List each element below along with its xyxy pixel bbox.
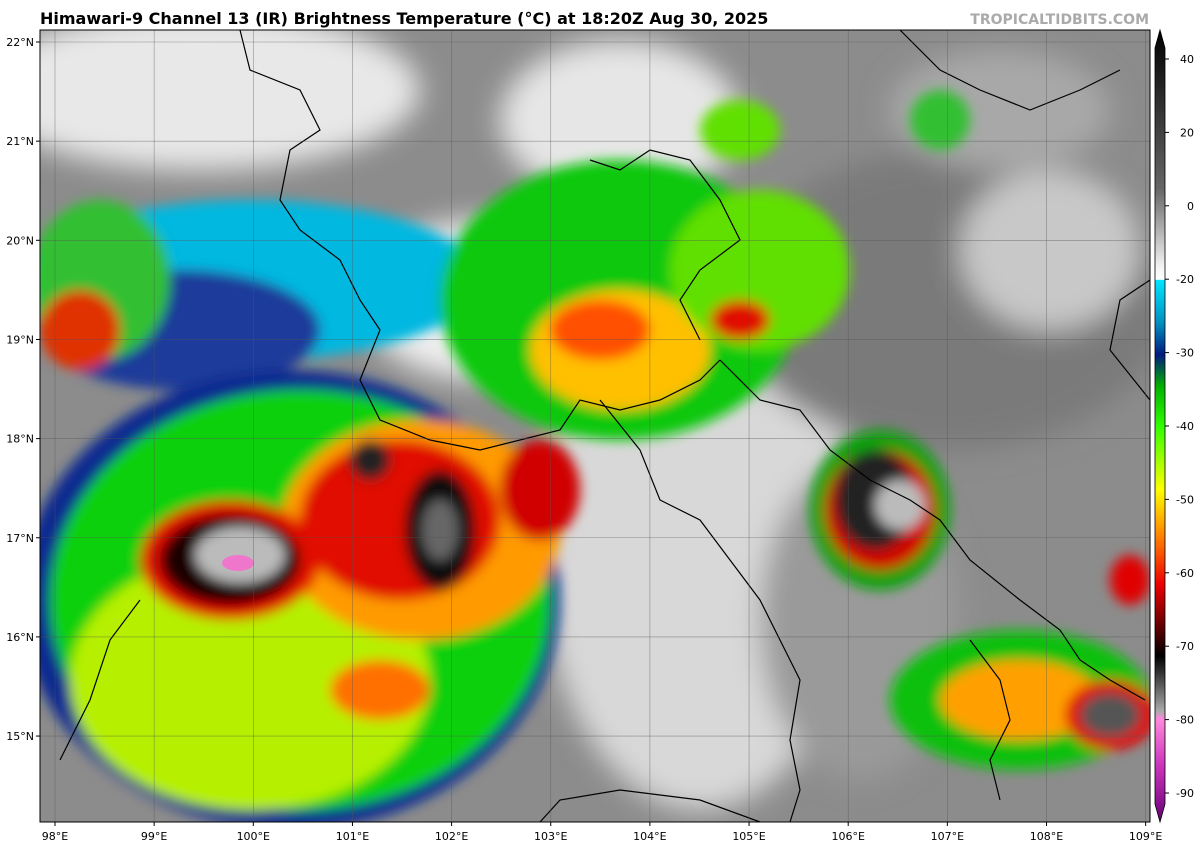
lon-label: 102°E [435, 830, 468, 843]
lat-label: 17°N [6, 532, 34, 545]
colorbar-label: -40 [1176, 420, 1194, 433]
lon-label: 101°E [336, 830, 369, 843]
title: Himawari-9 Channel 13 (IR) Brightness Te… [40, 9, 768, 28]
colorbar-label: -50 [1176, 493, 1194, 506]
lon-label: 107°E [931, 830, 964, 843]
lon-label: 109°E [1129, 830, 1162, 843]
lat-label: 21°N [6, 135, 34, 148]
colorbar-label: -20 [1176, 273, 1194, 286]
colorbar-label: -80 [1176, 714, 1194, 727]
lon-label: 104°E [633, 830, 666, 843]
lat-label: 15°N [6, 730, 34, 743]
credit: TROPICALTIDBITS.COM [970, 12, 1149, 28]
colorbar-label: -60 [1176, 567, 1194, 580]
lat-label: 18°N [6, 433, 34, 446]
colorbar-label: 0 [1187, 200, 1194, 213]
lon-label: 98°E [42, 830, 68, 843]
lat-label: 22°N [6, 36, 34, 49]
lat-label: 19°N [6, 333, 34, 346]
colorbar [1154, 28, 1166, 824]
colorbar-label: -70 [1176, 640, 1194, 653]
lon-label: 105°E [732, 830, 765, 843]
lon-label: 103°E [534, 830, 567, 843]
lon-label: 108°E [1030, 830, 1063, 843]
lon-label: 99°E [141, 830, 167, 843]
colorbar-label: -90 [1176, 787, 1194, 800]
colorbar-label: 40 [1180, 53, 1194, 66]
map-frame [39, 29, 1151, 823]
graticule [40, 30, 1150, 822]
colorbar-label: -30 [1176, 347, 1194, 360]
colorbar-label: 20 [1180, 126, 1194, 139]
lon-label: 100°E [237, 830, 270, 843]
satellite-imagery [40, 30, 1150, 822]
lat-label: 20°N [6, 234, 34, 247]
lon-label: 106°E [831, 830, 864, 843]
lat-label: 16°N [6, 631, 34, 644]
